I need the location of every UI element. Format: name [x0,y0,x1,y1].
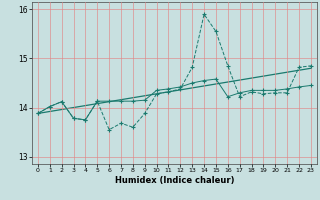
X-axis label: Humidex (Indice chaleur): Humidex (Indice chaleur) [115,176,234,185]
